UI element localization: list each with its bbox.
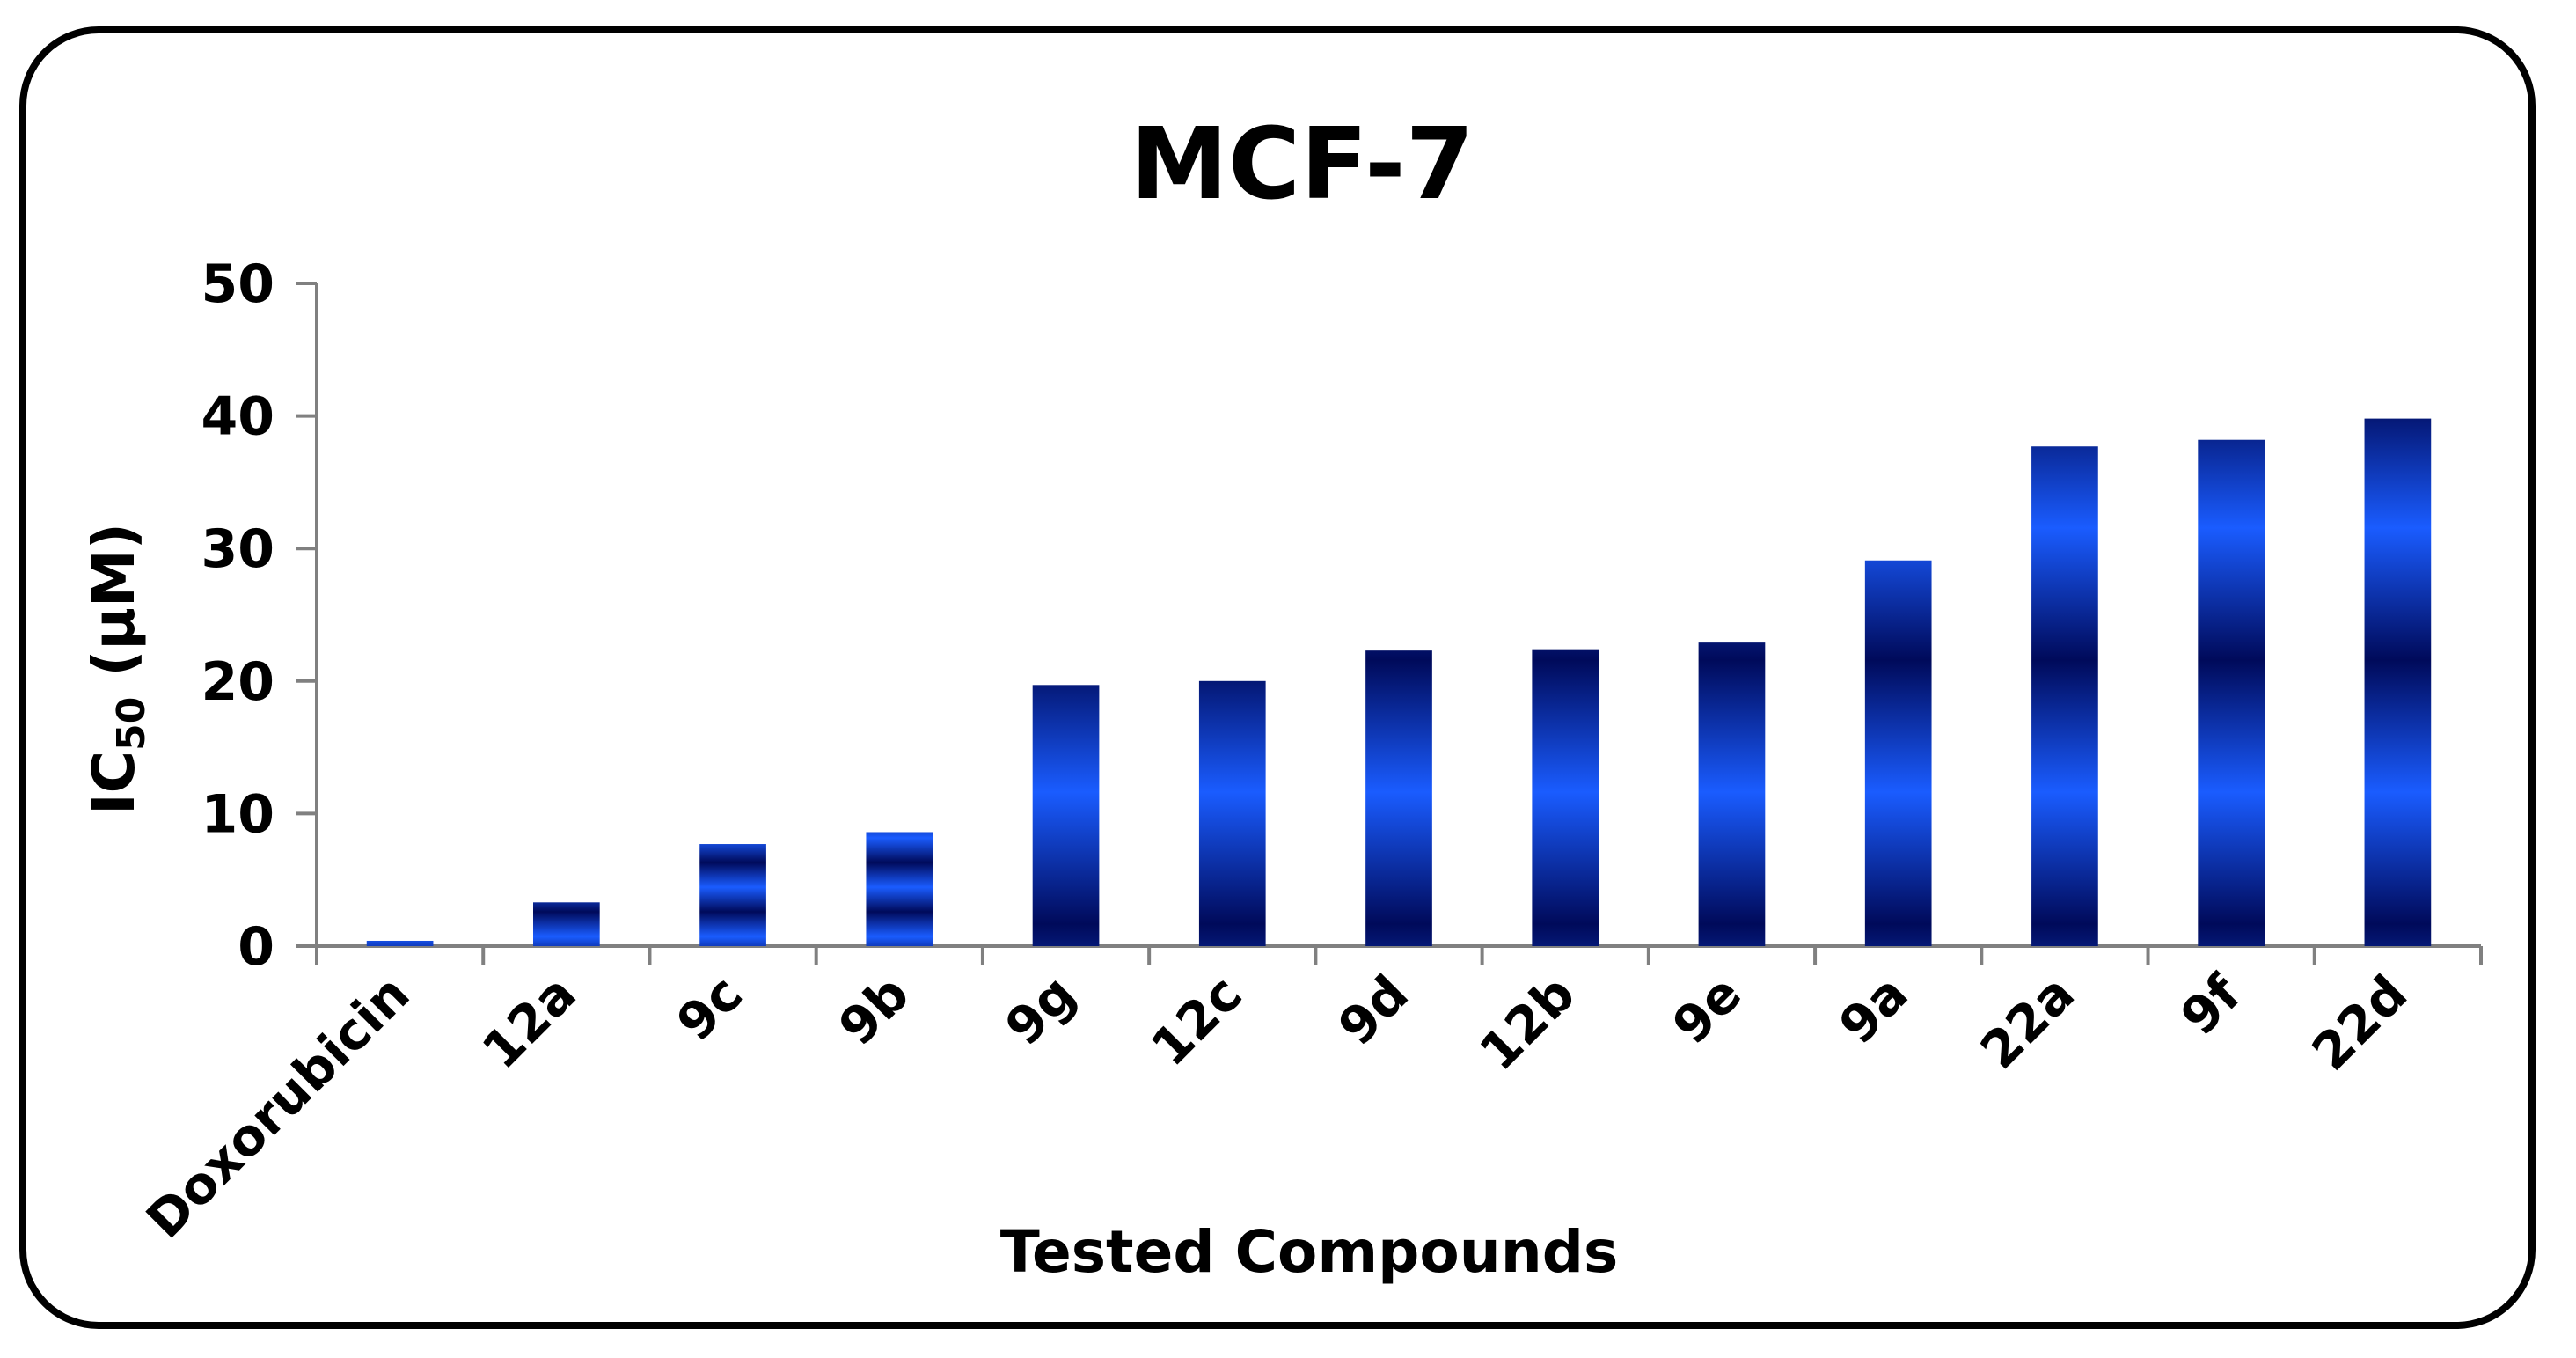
x-tick-label: 9e [1661, 964, 1753, 1055]
x-tick-label: 9f [2170, 963, 2253, 1046]
x-tick-label: 9d [1327, 964, 1420, 1057]
bar-9d [1365, 650, 1432, 946]
x-axis-title: Tested Compounds [1000, 1218, 1618, 1286]
y-tick-label: 0 [238, 916, 274, 978]
bar-9f [2198, 439, 2265, 946]
bar-9a [1864, 560, 1932, 946]
bar-9c [699, 844, 766, 946]
y-axis-title: IC50 (μM) [80, 523, 154, 815]
bar-9e [1698, 642, 1766, 946]
y-axis-title-main: IC [80, 751, 148, 815]
bar-12b [1532, 649, 1599, 946]
x-tick-label: 12b [1468, 964, 1587, 1083]
x-tick-label: 22a [1969, 964, 2086, 1081]
plot-area: 0 10 20 30 40 50 Doxorubicin 12a 9c 9b 9g 12c 9d 12b 9… [135, 253, 2483, 1250]
bar-12c [1198, 680, 1266, 946]
y-tick-label: 30 [201, 518, 275, 580]
y-tick-label: 10 [201, 783, 275, 845]
x-tick-label: 9c [665, 964, 754, 1053]
bar-9g [1032, 685, 1100, 946]
x-tick-label: 12a [471, 964, 588, 1081]
chart-title: MCF-7 [1130, 107, 1474, 222]
x-tick-label: 9b [827, 964, 920, 1057]
x-tick-label: 22d [2301, 964, 2419, 1083]
chart-frame [19, 26, 2536, 1329]
y-axis-title-unit: (μM) [80, 523, 148, 697]
bar-22d [2364, 418, 2432, 946]
x-tick-label: Doxorubicin [135, 964, 421, 1250]
y-tick-label: 20 [201, 651, 275, 713]
x-tick-label: 9a [1827, 964, 1919, 1055]
bar-22a [2031, 446, 2098, 946]
y-tick-label: 40 [201, 386, 275, 448]
bar-doxorubicin [366, 940, 434, 946]
bar-9b [866, 832, 933, 946]
x-tick-label: 9g [993, 964, 1087, 1057]
y-axis-title-subscript: 50 [109, 697, 154, 751]
x-tick-label: 12c [1139, 964, 1253, 1077]
bar-12a [533, 902, 600, 946]
y-tick-label: 50 [201, 253, 275, 315]
